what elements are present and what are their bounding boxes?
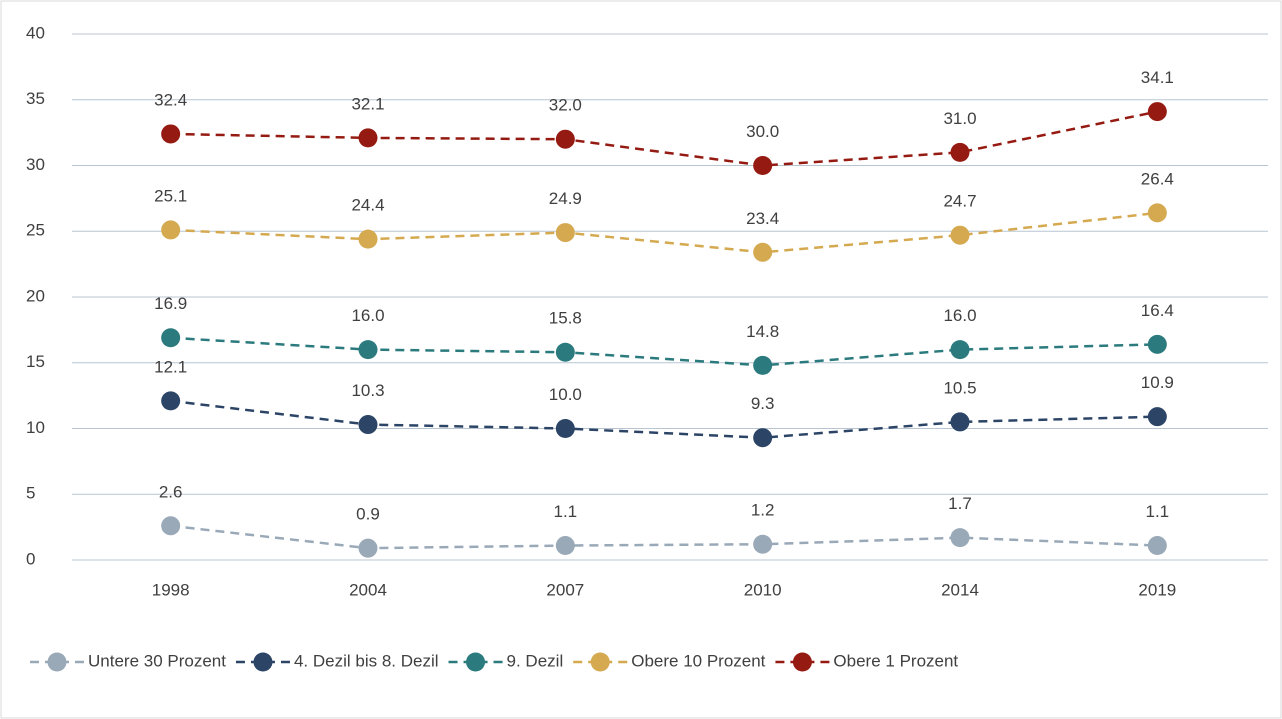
data-label: 32.0	[549, 96, 582, 115]
x-tick-label: 1998	[152, 580, 190, 599]
y-tick-label: 35	[26, 89, 45, 108]
data-point	[161, 391, 181, 411]
x-tick-label: 2010	[744, 580, 782, 599]
data-label: 15.8	[549, 309, 582, 328]
data-point	[1147, 536, 1167, 556]
legend-label: Untere 30 Prozent	[88, 651, 226, 670]
data-point	[358, 538, 378, 558]
data-label: 1.1	[1146, 502, 1170, 521]
data-point	[950, 142, 970, 162]
data-label: 12.1	[154, 357, 187, 376]
data-point	[950, 412, 970, 432]
data-point	[1147, 334, 1167, 354]
y-tick-label: 5	[26, 484, 35, 503]
data-point	[753, 242, 773, 262]
data-label: 24.9	[549, 189, 582, 208]
data-point	[555, 536, 575, 556]
data-point	[358, 340, 378, 360]
data-point	[1147, 203, 1167, 223]
data-point	[161, 220, 181, 240]
data-label: 10.9	[1141, 373, 1174, 392]
data-label: 10.3	[351, 381, 384, 400]
data-point	[358, 415, 378, 435]
data-label: 10.0	[549, 385, 582, 404]
data-label: 23.4	[746, 209, 779, 228]
series-line	[170, 399, 1158, 439]
data-point	[161, 124, 181, 144]
data-point	[753, 534, 773, 554]
legend-marker	[253, 652, 273, 672]
data-label: 32.1	[351, 94, 384, 113]
data-label: 14.8	[746, 322, 779, 341]
data-point	[1147, 102, 1167, 122]
data-label: 24.4	[351, 196, 384, 215]
y-tick-label: 30	[26, 155, 45, 174]
legend-marker	[590, 652, 610, 672]
data-label: 16.0	[943, 306, 976, 325]
data-point	[753, 428, 773, 448]
legend-marker	[47, 652, 67, 672]
data-label: 1.2	[751, 501, 775, 520]
y-tick-label: 10	[26, 418, 45, 437]
y-tick-label: 20	[26, 286, 45, 305]
x-tick-label: 2019	[1138, 580, 1176, 599]
data-label: 2.6	[159, 482, 183, 501]
data-label: 34.1	[1141, 68, 1174, 87]
legend-marker	[466, 652, 486, 672]
data-label: 24.7	[943, 192, 976, 211]
data-label: 16.9	[154, 294, 187, 313]
legend-label: 4. Dezil bis 8. Dezil	[294, 651, 439, 670]
data-label: 10.5	[943, 378, 976, 397]
data-label: 1.7	[948, 494, 972, 513]
x-tick-label: 2014	[941, 580, 979, 599]
data-point	[358, 128, 378, 148]
data-point	[555, 223, 575, 243]
legend-marker	[792, 652, 812, 672]
data-point	[753, 355, 773, 375]
data-label: 25.1	[154, 186, 187, 205]
data-label: 0.9	[356, 505, 380, 524]
y-tick-label: 15	[26, 352, 45, 371]
data-point	[161, 516, 181, 536]
data-label: 31.0	[943, 109, 976, 128]
y-tick-label: 0	[26, 549, 35, 568]
data-label: 9.3	[751, 394, 775, 413]
data-label: 26.4	[1141, 169, 1174, 188]
series-line	[170, 524, 1158, 550]
data-label: 16.4	[1141, 301, 1174, 320]
legend-label: Obere 10 Prozent	[631, 651, 765, 670]
data-point	[161, 328, 181, 348]
y-tick-label: 40	[26, 23, 45, 42]
data-point	[358, 229, 378, 249]
data-point	[1147, 407, 1167, 427]
series-line	[170, 110, 1158, 167]
data-point	[950, 528, 970, 548]
legend-label: Obere 1 Prozent	[833, 651, 958, 670]
data-label: 16.0	[351, 306, 384, 325]
x-tick-label: 2004	[349, 580, 387, 599]
data-label: 30.0	[746, 122, 779, 141]
data-label: 1.1	[554, 502, 578, 521]
data-point	[950, 340, 970, 360]
data-point	[753, 156, 773, 175]
data-point	[950, 225, 970, 245]
data-point	[555, 419, 575, 438]
x-tick-label: 2007	[546, 580, 584, 599]
data-label: 32.4	[154, 90, 187, 109]
y-tick-label: 25	[26, 221, 45, 240]
data-point	[555, 129, 575, 149]
legend-label: 9. Dezil	[507, 651, 564, 670]
data-point	[555, 342, 575, 362]
